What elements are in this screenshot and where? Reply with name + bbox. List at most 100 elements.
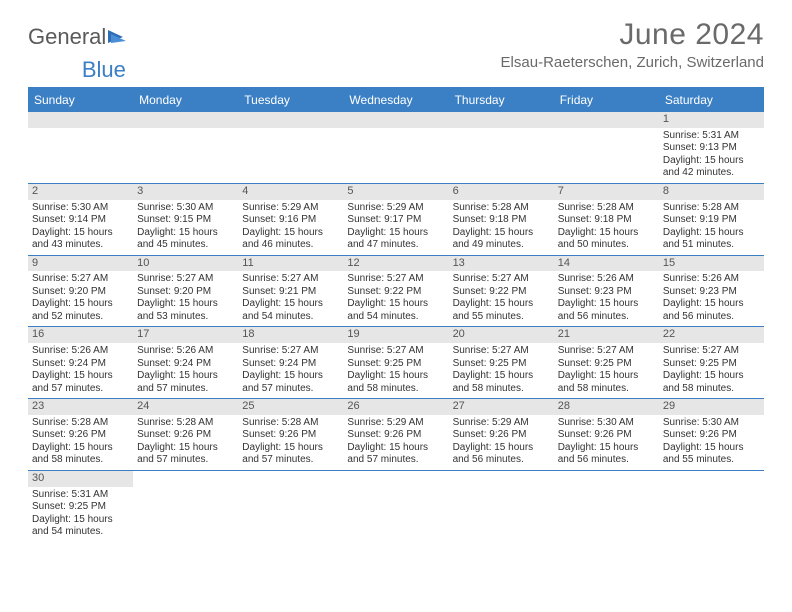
sunrise-line: Sunrise: 5:30 AM	[663, 417, 760, 430]
week-row: 1Sunrise: 5:31 AMSunset: 9:13 PMDaylight…	[28, 112, 764, 184]
daylight-line: Daylight: 15 hours and 57 minutes.	[242, 370, 339, 395]
sunset-line: Sunset: 9:13 PM	[663, 142, 760, 155]
day-number: 23	[28, 399, 133, 415]
sunrise-line: Sunrise: 5:28 AM	[242, 417, 339, 430]
day-cell-empty	[343, 471, 448, 542]
day-number	[449, 471, 554, 487]
day-number: 9	[28, 256, 133, 272]
day-number: 15	[659, 256, 764, 272]
day-number: 3	[133, 184, 238, 200]
day-number: 22	[659, 327, 764, 343]
day-number: 28	[554, 399, 659, 415]
day-number: 17	[133, 327, 238, 343]
day-cell-empty	[449, 471, 554, 542]
sunrise-line: Sunrise: 5:27 AM	[347, 273, 444, 286]
day-number: 21	[554, 327, 659, 343]
day-cell: 16Sunrise: 5:26 AMSunset: 9:24 PMDayligh…	[28, 327, 133, 398]
day-cell: 11Sunrise: 5:27 AMSunset: 9:21 PMDayligh…	[238, 256, 343, 327]
logo-text-blue: Blue	[82, 57, 126, 83]
day-cell: 14Sunrise: 5:26 AMSunset: 9:23 PMDayligh…	[554, 256, 659, 327]
day-number	[554, 112, 659, 128]
day-header: Friday	[554, 88, 659, 112]
day-number	[28, 112, 133, 128]
sunset-line: Sunset: 9:26 PM	[558, 429, 655, 442]
day-cell-empty	[659, 471, 764, 542]
daylight-line: Daylight: 15 hours and 58 minutes.	[347, 370, 444, 395]
daylight-line: Daylight: 15 hours and 56 minutes.	[453, 442, 550, 467]
sunrise-line: Sunrise: 5:29 AM	[347, 417, 444, 430]
sunset-line: Sunset: 9:21 PM	[242, 286, 339, 299]
daylight-line: Daylight: 15 hours and 53 minutes.	[137, 298, 234, 323]
day-cell: 18Sunrise: 5:27 AMSunset: 9:24 PMDayligh…	[238, 327, 343, 398]
daylight-line: Daylight: 15 hours and 54 minutes.	[32, 514, 129, 539]
sunset-line: Sunset: 9:19 PM	[663, 214, 760, 227]
week-row: 9Sunrise: 5:27 AMSunset: 9:20 PMDaylight…	[28, 256, 764, 328]
day-cell: 15Sunrise: 5:26 AMSunset: 9:23 PMDayligh…	[659, 256, 764, 327]
logo-flag-icon	[108, 28, 130, 44]
daylight-line: Daylight: 15 hours and 50 minutes.	[558, 227, 655, 252]
day-header: Sunday	[28, 88, 133, 112]
sunrise-line: Sunrise: 5:27 AM	[32, 273, 129, 286]
sunset-line: Sunset: 9:14 PM	[32, 214, 129, 227]
daylight-line: Daylight: 15 hours and 57 minutes.	[137, 442, 234, 467]
weeks-container: 1Sunrise: 5:31 AMSunset: 9:13 PMDaylight…	[28, 112, 764, 542]
calendar: SundayMondayTuesdayWednesdayThursdayFrid…	[28, 87, 764, 542]
daylight-line: Daylight: 15 hours and 56 minutes.	[558, 298, 655, 323]
sunset-line: Sunset: 9:26 PM	[137, 429, 234, 442]
daylight-line: Daylight: 15 hours and 51 minutes.	[663, 227, 760, 252]
daylight-line: Daylight: 15 hours and 57 minutes.	[242, 442, 339, 467]
day-number: 12	[343, 256, 448, 272]
day-number: 24	[133, 399, 238, 415]
day-cell: 19Sunrise: 5:27 AMSunset: 9:25 PMDayligh…	[343, 327, 448, 398]
day-number: 19	[343, 327, 448, 343]
daylight-line: Daylight: 15 hours and 58 minutes.	[558, 370, 655, 395]
daylight-line: Daylight: 15 hours and 56 minutes.	[558, 442, 655, 467]
daylight-line: Daylight: 15 hours and 54 minutes.	[347, 298, 444, 323]
day-cell: 30Sunrise: 5:31 AMSunset: 9:25 PMDayligh…	[28, 471, 133, 542]
day-number: 4	[238, 184, 343, 200]
sunrise-line: Sunrise: 5:27 AM	[242, 345, 339, 358]
day-cell-empty	[343, 112, 448, 183]
day-number: 14	[554, 256, 659, 272]
sunset-line: Sunset: 9:24 PM	[137, 358, 234, 371]
day-cell: 1Sunrise: 5:31 AMSunset: 9:13 PMDaylight…	[659, 112, 764, 183]
sunset-line: Sunset: 9:20 PM	[137, 286, 234, 299]
sunset-line: Sunset: 9:18 PM	[558, 214, 655, 227]
day-cell-empty	[238, 112, 343, 183]
month-title: June 2024	[501, 18, 764, 52]
day-number: 29	[659, 399, 764, 415]
day-header: Tuesday	[238, 88, 343, 112]
day-cell-empty	[238, 471, 343, 542]
day-number: 11	[238, 256, 343, 272]
sunset-line: Sunset: 9:25 PM	[32, 501, 129, 514]
week-row: 23Sunrise: 5:28 AMSunset: 9:26 PMDayligh…	[28, 399, 764, 471]
sunrise-line: Sunrise: 5:28 AM	[32, 417, 129, 430]
sunset-line: Sunset: 9:17 PM	[347, 214, 444, 227]
day-number: 26	[343, 399, 448, 415]
daylight-line: Daylight: 15 hours and 55 minutes.	[663, 442, 760, 467]
daylight-line: Daylight: 15 hours and 54 minutes.	[242, 298, 339, 323]
sunset-line: Sunset: 9:18 PM	[453, 214, 550, 227]
day-cell: 5Sunrise: 5:29 AMSunset: 9:17 PMDaylight…	[343, 184, 448, 255]
day-cell-empty	[28, 112, 133, 183]
sunrise-line: Sunrise: 5:26 AM	[558, 273, 655, 286]
sunset-line: Sunset: 9:20 PM	[32, 286, 129, 299]
sunrise-line: Sunrise: 5:30 AM	[137, 202, 234, 215]
daylight-line: Daylight: 15 hours and 42 minutes.	[663, 155, 760, 180]
sunset-line: Sunset: 9:24 PM	[242, 358, 339, 371]
day-cell-empty	[554, 112, 659, 183]
day-number	[133, 112, 238, 128]
day-cell: 23Sunrise: 5:28 AMSunset: 9:26 PMDayligh…	[28, 399, 133, 470]
sunrise-line: Sunrise: 5:31 AM	[663, 130, 760, 143]
daylight-line: Daylight: 15 hours and 45 minutes.	[137, 227, 234, 252]
day-cell: 25Sunrise: 5:28 AMSunset: 9:26 PMDayligh…	[238, 399, 343, 470]
sunrise-line: Sunrise: 5:29 AM	[347, 202, 444, 215]
sunrise-line: Sunrise: 5:31 AM	[32, 489, 129, 502]
logo-text-general: General	[28, 24, 106, 50]
day-cell: 2Sunrise: 5:30 AMSunset: 9:14 PMDaylight…	[28, 184, 133, 255]
day-number: 2	[28, 184, 133, 200]
daylight-line: Daylight: 15 hours and 56 minutes.	[663, 298, 760, 323]
day-number	[659, 471, 764, 487]
day-number	[343, 471, 448, 487]
day-cell: 29Sunrise: 5:30 AMSunset: 9:26 PMDayligh…	[659, 399, 764, 470]
